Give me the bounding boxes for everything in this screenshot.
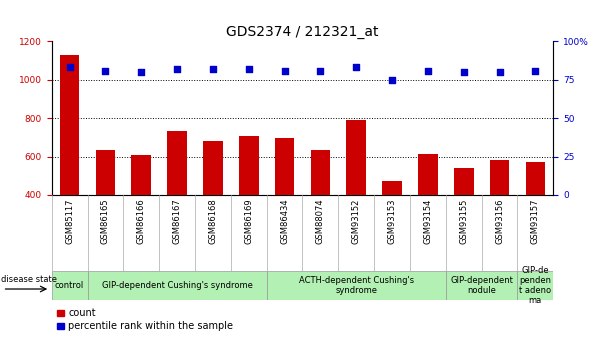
Text: GSM86168: GSM86168 [209,199,218,245]
Text: GIP-dependent
nodule: GIP-dependent nodule [450,276,513,295]
Text: GSM85117: GSM85117 [65,199,74,244]
Point [208,66,218,72]
Bar [347,120,366,272]
Text: GSM86167: GSM86167 [173,199,182,245]
Bar [418,154,438,272]
Bar [382,181,402,272]
Text: ACTH-dependent Cushing's
syndrome: ACTH-dependent Cushing's syndrome [299,276,414,295]
Bar [167,131,187,272]
Point [387,77,397,82]
Bar [517,271,553,300]
Point [172,66,182,72]
Point [280,68,289,73]
Text: GSM93154: GSM93154 [423,199,432,244]
Legend: count, percentile rank within the sample: count, percentile rank within the sample [57,308,233,332]
Bar [131,155,151,272]
Point [531,68,541,73]
Text: GSM88074: GSM88074 [316,199,325,244]
Bar [203,141,223,272]
Bar [95,150,116,272]
Bar [88,271,267,300]
Bar [52,271,88,300]
Bar [311,150,330,272]
Text: GSM86166: GSM86166 [137,199,146,245]
Text: GSM93153: GSM93153 [387,199,396,244]
Text: GSM93155: GSM93155 [459,199,468,244]
Text: GIP-de
penden
t adeno
ma: GIP-de penden t adeno ma [519,266,551,305]
Point [459,69,469,75]
Text: GSM86434: GSM86434 [280,199,289,244]
Text: GSM93157: GSM93157 [531,199,540,244]
Point [244,66,254,72]
Point [64,65,74,70]
Bar [454,168,474,272]
Text: GSM93152: GSM93152 [351,199,361,244]
Point [351,65,361,70]
Text: GSM93156: GSM93156 [495,199,504,244]
Point [100,68,110,73]
Title: GDS2374 / 212321_at: GDS2374 / 212321_at [226,25,379,39]
Bar [446,271,517,300]
Text: control: control [55,281,85,290]
Text: disease state: disease state [1,275,57,284]
Bar [239,136,258,272]
Point [495,69,505,75]
Text: GSM86169: GSM86169 [244,199,254,244]
Text: GIP-dependent Cushing's syndrome: GIP-dependent Cushing's syndrome [102,281,252,290]
Point [136,69,146,75]
Bar [489,160,510,272]
Point [423,68,433,73]
Bar [267,271,446,300]
Point [316,68,325,73]
Text: GSM86165: GSM86165 [101,199,110,244]
Bar [60,55,80,272]
Bar [275,138,294,272]
Bar [525,162,545,272]
